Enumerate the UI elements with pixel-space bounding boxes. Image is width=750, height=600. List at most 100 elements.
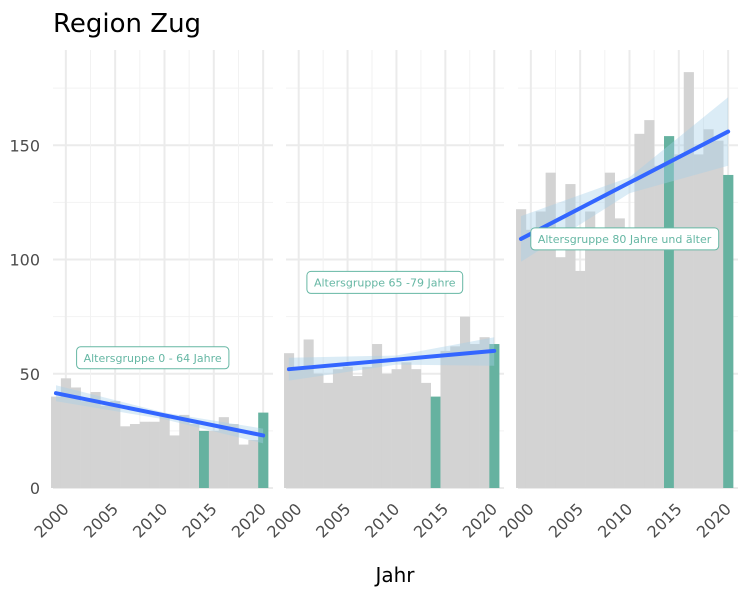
x-tick-label: 2010 <box>129 499 171 541</box>
bar <box>460 316 471 489</box>
bar <box>284 353 295 488</box>
panel-label: Altersgruppe 0 - 64 Jahre <box>76 346 230 370</box>
panel-label-box <box>306 270 464 294</box>
bar <box>535 211 546 488</box>
bar <box>391 369 402 488</box>
bar <box>594 229 606 489</box>
bar <box>149 421 160 488</box>
panel-label: Altersgruppe 80 Jahre und älter <box>530 227 720 251</box>
bar <box>169 435 180 488</box>
bar <box>381 373 392 488</box>
bar <box>683 72 694 488</box>
bar <box>313 373 324 488</box>
bar <box>51 396 62 488</box>
bar <box>60 378 72 488</box>
bar <box>713 140 724 488</box>
bar <box>469 344 480 488</box>
bar <box>440 350 451 488</box>
bar-highlight <box>489 344 500 488</box>
bar <box>654 165 665 488</box>
panel-1: Altersgruppe 0 - 64 Jahre 2000 2005 2010 201… <box>30 50 273 542</box>
trend-line <box>518 129 731 241</box>
bar <box>479 337 490 488</box>
bar <box>228 424 239 488</box>
bar <box>159 414 170 488</box>
bar <box>238 444 249 488</box>
x-tick-label: 2000 <box>263 499 305 541</box>
x-tick-label: 2000 <box>30 499 72 541</box>
y-tick-label: 0 <box>30 479 40 498</box>
x-tick-label: 2010 <box>594 499 636 541</box>
chart-title: Region Zug <box>53 9 201 39</box>
bar <box>293 366 304 488</box>
bar-highlight <box>430 396 441 488</box>
bar <box>673 154 685 488</box>
panel-label-box <box>530 227 720 251</box>
bar-highlight <box>723 174 734 488</box>
bar <box>450 346 461 488</box>
x-tick-label: 2005 <box>545 499 587 541</box>
bar <box>624 229 635 489</box>
bar <box>555 257 566 488</box>
bar <box>129 424 141 488</box>
bar <box>189 424 200 488</box>
bar <box>179 414 190 488</box>
trend-line <box>53 391 266 438</box>
y-tick-label: 100 <box>9 251 40 270</box>
x-tick-label: 2005 <box>80 499 122 541</box>
bar <box>90 392 101 488</box>
bar <box>100 405 111 488</box>
panel-label-text: Altersgruppe 80 Jahre und älter <box>538 233 712 246</box>
bar-highlight <box>664 136 675 489</box>
bar <box>80 401 91 488</box>
panel-label-box <box>76 346 230 370</box>
panel-label-text: Altersgruppe 0 - 64 Jahre <box>84 352 222 365</box>
bar <box>362 366 373 488</box>
bar <box>703 129 714 488</box>
x-tick-label: 2020 <box>693 499 735 541</box>
x-tick-label: 2020 <box>228 499 270 541</box>
x-tick-label: 2015 <box>643 499 685 541</box>
bar-highlight <box>199 430 210 489</box>
bar <box>516 209 527 489</box>
bar <box>614 218 625 488</box>
bar <box>565 184 576 488</box>
bar <box>693 154 704 488</box>
x-tick-label: 2005 <box>312 499 354 541</box>
x-tick-label: 2010 <box>361 499 403 541</box>
trend-line <box>286 348 497 372</box>
bar <box>248 440 259 488</box>
bar <box>218 417 229 488</box>
bar <box>110 401 121 488</box>
bar <box>352 376 363 488</box>
bar <box>604 172 615 489</box>
bar <box>644 120 655 489</box>
bar <box>70 387 81 488</box>
bar <box>303 339 314 488</box>
bar <box>372 344 383 488</box>
x-tick-label: 2015 <box>410 499 452 541</box>
y-axis: 0 50 100 150 <box>9 136 40 498</box>
panel-label: Altersgruppe 65 -79 Jahre <box>306 270 464 294</box>
bar <box>545 172 556 489</box>
y-tick-label: 50 <box>20 365 40 384</box>
x-tick-label: 2000 <box>495 499 537 541</box>
bar <box>401 362 412 488</box>
bar <box>120 426 131 488</box>
x-tick-label: 2020 <box>459 499 501 541</box>
y-tick-label: 150 <box>9 136 40 155</box>
bar <box>139 421 150 488</box>
bar <box>411 369 422 488</box>
bar-highlight <box>258 412 269 488</box>
bar <box>342 366 353 488</box>
bar <box>420 382 431 488</box>
panel-2: Altersgruppe 65 -79 Jahre 2000 2005 2010 201… <box>263 50 504 542</box>
bar <box>208 430 220 489</box>
x-axis-title: Jahr <box>373 563 415 587</box>
bar <box>525 229 537 489</box>
confidence-band <box>521 97 729 262</box>
bar <box>634 133 645 488</box>
bar <box>575 270 586 488</box>
